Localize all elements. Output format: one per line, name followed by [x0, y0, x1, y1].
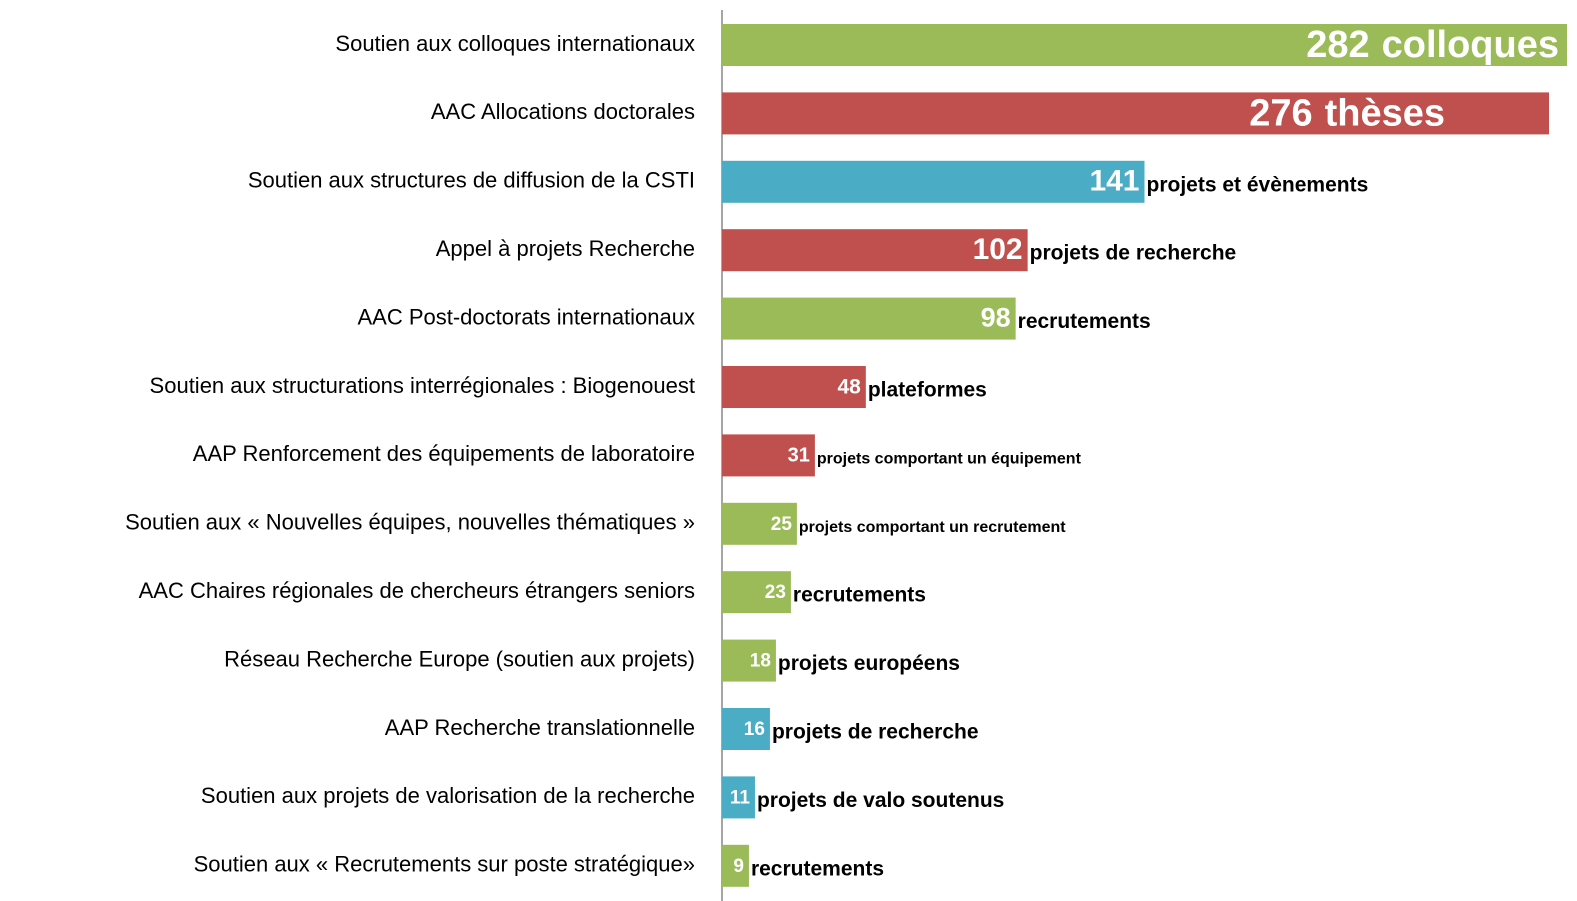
category-label: AAC Post-doctorats internationaux — [357, 304, 695, 329]
value-label: 23 — [765, 582, 786, 603]
bar — [722, 571, 791, 614]
value-label: 141 — [1089, 165, 1139, 198]
bar — [722, 297, 1016, 340]
bar — [722, 776, 755, 819]
bar — [722, 434, 815, 477]
category-label: AAC Chaires régionales de chercheurs étr… — [139, 578, 695, 603]
unit-label: colloques — [1382, 24, 1559, 66]
category-label: Soutien aux structurations interrégional… — [150, 373, 695, 398]
bar — [722, 639, 776, 682]
unit-label: projets comportant un équipement — [817, 451, 1082, 468]
unit-label: thèses — [1325, 92, 1445, 134]
unit-label: plateformes — [868, 379, 987, 402]
value-label: 11 — [730, 787, 751, 808]
value-label: 102 — [973, 233, 1023, 266]
value-label: 25 — [771, 514, 793, 535]
bar — [722, 160, 1145, 203]
value-label: 276 — [1249, 92, 1312, 134]
category-label: Soutien aux colloques internationaux — [335, 31, 695, 56]
bar — [722, 24, 1567, 66]
category-label: Soutien aux projets de valorisation de l… — [201, 783, 695, 808]
unit-label: recrutements — [751, 857, 884, 880]
unit-label: projets de valo soutenus — [757, 789, 1004, 812]
value-label: 282 — [1306, 24, 1369, 66]
unit-label: recrutements — [793, 584, 926, 607]
bar — [722, 229, 1028, 272]
category-label: AAP Recherche translationnelle — [385, 715, 695, 740]
category-label: Réseau Recherche Europe (soutien aux pro… — [224, 646, 695, 671]
unit-label: recrutements — [1018, 310, 1151, 333]
value-label: 9 — [733, 856, 744, 877]
bar — [722, 92, 1550, 135]
bar — [722, 366, 866, 408]
category-label: Soutien aux « Nouvelles équipes, nouvell… — [125, 510, 695, 535]
value-label: 48 — [837, 376, 861, 399]
value-label: 31 — [788, 445, 810, 467]
value-label: 98 — [981, 303, 1011, 333]
bar — [722, 708, 770, 750]
category-label: AAP Renforcement des équipements de labo… — [193, 441, 695, 466]
category-label: Soutien aux « Recrutements sur poste str… — [194, 852, 695, 877]
unit-label: projets comportant un recrutement — [799, 519, 1066, 536]
unit-label: projets de recherche — [772, 721, 979, 744]
category-label: Soutien aux structures de diffusion de l… — [248, 168, 695, 193]
value-label: 18 — [750, 651, 771, 672]
category-label: Appel à projets Recherche — [436, 236, 695, 261]
unit-label: projets et évènements — [1147, 173, 1369, 196]
unit-label: projets de recherche — [1030, 242, 1237, 265]
category-label: AAC Allocations doctorales — [431, 99, 695, 124]
value-label: 16 — [744, 719, 765, 740]
bar — [722, 844, 749, 887]
bar — [722, 502, 797, 545]
unit-label: projets européens — [778, 652, 960, 675]
